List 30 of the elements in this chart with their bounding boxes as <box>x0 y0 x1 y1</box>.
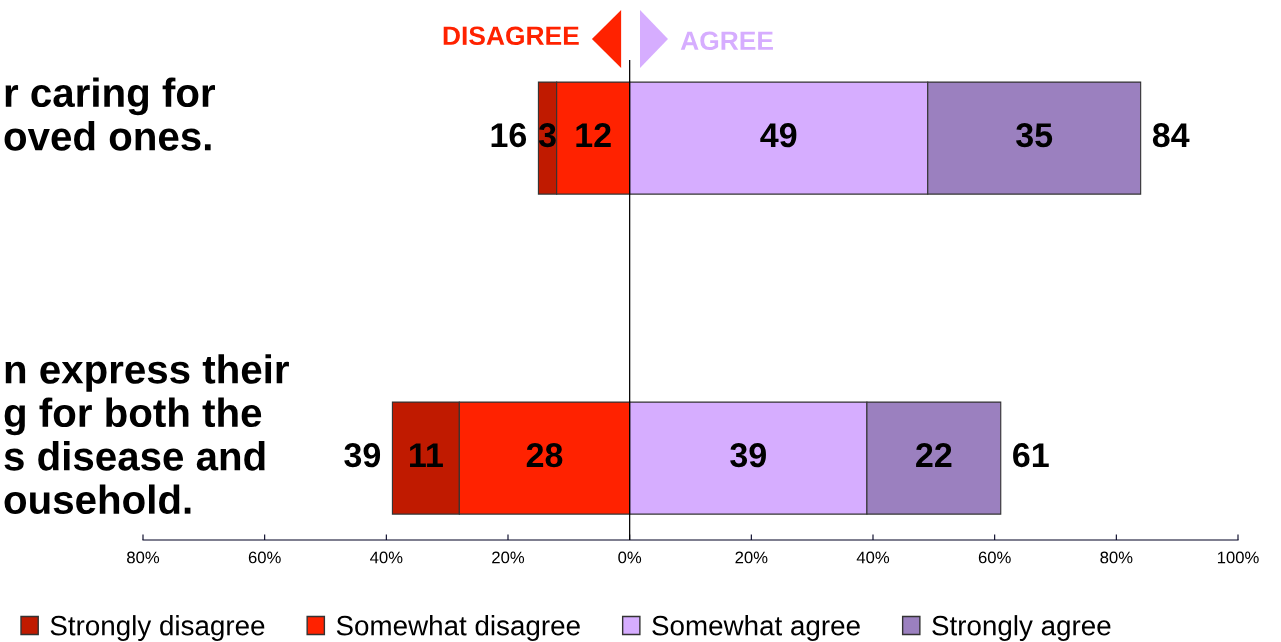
x-tick-label: 80% <box>1100 551 1133 564</box>
data-label: 11 <box>410 443 443 467</box>
legend-label: Strongly disagree <box>50 615 265 641</box>
x-tick-label: 20% <box>735 551 768 564</box>
x-tick-label: 20% <box>492 551 525 564</box>
x-tick-label: 60% <box>978 551 1011 564</box>
data-label: 39 <box>730 443 766 468</box>
y-tick-label: n express their g for both the s disease and ousehold. <box>4 354 289 515</box>
x-tick-label: 0% <box>618 551 642 564</box>
x-tick-label: 40% <box>856 551 890 564</box>
y-tick-label: r caring for oved ones. <box>4 77 216 151</box>
legend-label: Strongly agree <box>932 615 1111 641</box>
text: AGREE <box>680 31 773 51</box>
data-label: 35 <box>1016 123 1053 148</box>
data-label: 49 <box>760 123 797 148</box>
data-label: 12 <box>576 123 611 147</box>
annotation: 84 <box>1152 123 1190 148</box>
data-label: 22 <box>916 443 952 467</box>
data-label: 28 <box>526 443 563 468</box>
data-label: 3 <box>538 123 556 148</box>
x-tick-label: 80% <box>127 551 160 564</box>
annotation: 61 <box>1013 443 1049 468</box>
legend-label: Somewhat disagree <box>336 615 580 641</box>
text: DISAGREE <box>443 26 579 46</box>
x-tick-label: 100% <box>1217 551 1259 564</box>
x-tick-label: 60% <box>248 551 281 564</box>
x-tick-label: 40% <box>370 551 403 564</box>
legend-label: Somewhat agree <box>652 615 860 641</box>
annotation: 39 <box>344 443 381 468</box>
annotation: 16 <box>491 123 527 148</box>
